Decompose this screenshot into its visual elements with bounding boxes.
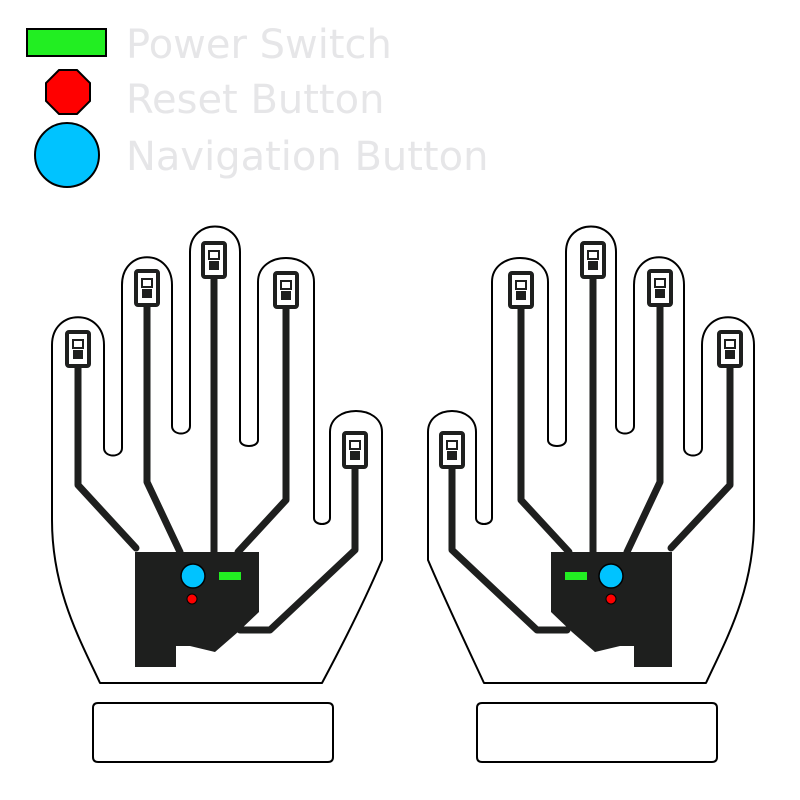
right-wire-pinky — [667, 348, 734, 552]
reset-button-swatch — [45, 69, 91, 115]
power-switch-swatch — [26, 28, 107, 57]
right-sensor-index — [508, 271, 534, 309]
left-wire-ring — [143, 287, 184, 556]
legend-item-reset-button: Reset Button — [45, 69, 384, 123]
left-power-switch[interactable] — [219, 572, 241, 580]
legend: Power Switch Reset Button Navigation But… — [26, 22, 488, 188]
legend-item-power-switch: Power Switch — [26, 22, 392, 68]
legend-label-reset-button: Reset Button — [126, 77, 384, 123]
right-power-switch[interactable] — [565, 572, 587, 580]
right-sensor-pinky — [717, 330, 743, 368]
right-navigation-button[interactable] — [598, 563, 624, 589]
left-sensor-index — [273, 271, 299, 309]
left-wires — [74, 258, 359, 634]
left-wire-thumb — [236, 450, 359, 634]
right-glove — [427, 225, 755, 763]
legend-item-navigation-button: Navigation Button — [34, 122, 488, 188]
left-sensor-middle — [201, 241, 227, 279]
left-sensor-thumb — [342, 431, 368, 469]
right-wires — [448, 258, 734, 634]
left-sensor-ring — [134, 269, 160, 307]
right-wire-thumb — [448, 450, 571, 634]
right-controller-box — [551, 552, 672, 667]
left-wire-pinky — [74, 348, 140, 552]
right-sensor-middle — [580, 241, 606, 279]
left-sensor-pinky — [65, 330, 91, 368]
left-wire-index — [234, 288, 290, 556]
navigation-button-swatch — [34, 122, 100, 188]
right-wire-ring — [623, 287, 664, 556]
right-sensor-thumb — [439, 431, 465, 469]
left-reset-button[interactable] — [186, 593, 198, 605]
left-glove-cuff — [92, 702, 334, 763]
left-controller-box — [135, 552, 259, 667]
right-sensor-ring — [647, 269, 673, 307]
legend-label-navigation-button: Navigation Button — [126, 134, 488, 180]
legend-label-power-switch: Power Switch — [126, 22, 392, 68]
left-glove — [51, 225, 383, 763]
right-wire-index — [517, 288, 573, 556]
left-navigation-button[interactable] — [180, 563, 206, 589]
right-reset-button[interactable] — [605, 593, 617, 605]
right-glove-cuff — [476, 702, 718, 763]
